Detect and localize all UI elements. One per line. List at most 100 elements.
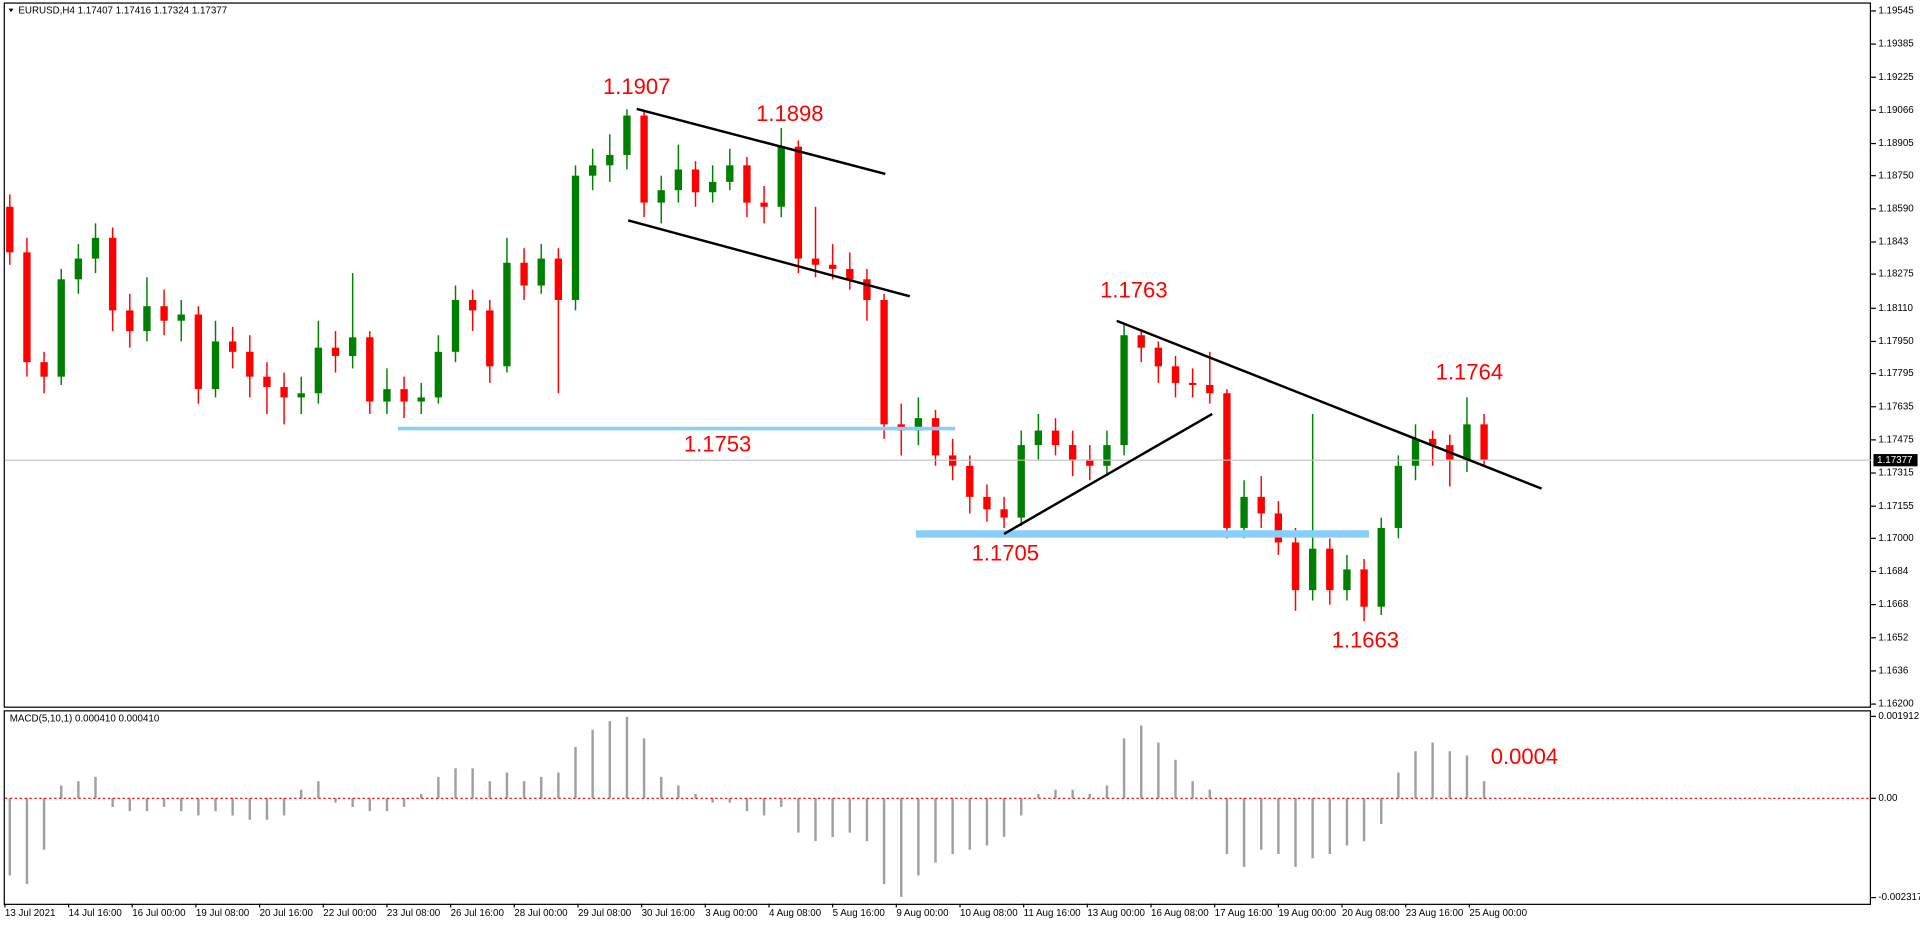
candle-body — [194, 314, 203, 390]
macd-bar — [1414, 751, 1417, 799]
macd-bar — [1071, 789, 1074, 799]
macd-bar — [1225, 798, 1229, 855]
candle-body — [40, 362, 48, 377]
candle-body — [1188, 382, 1197, 385]
candle-body — [1068, 445, 1077, 460]
macd-bar — [1037, 794, 1040, 799]
macd-bar — [385, 798, 389, 812]
menu-arrow[interactable] — [8, 8, 14, 13]
x-tick-label: 30 Jul 16:00 — [642, 908, 696, 919]
candle-body — [914, 418, 923, 431]
candle-body — [623, 115, 631, 155]
macd-bar — [282, 798, 286, 816]
x-tick-label: 16 Aug 08:00 — [1151, 908, 1209, 919]
macd-bar — [1242, 798, 1246, 867]
y-tick-label: 1.17000 — [1878, 533, 1914, 544]
x-tick-label: 19 Jul 08:00 — [196, 908, 250, 919]
candle-body — [366, 337, 374, 402]
candle-body — [880, 300, 888, 425]
candle-body — [691, 169, 700, 193]
macd-bar — [608, 721, 612, 799]
y-tick-label: 1.18905 — [1878, 138, 1914, 149]
candle-body — [417, 397, 425, 402]
macd-bar — [1465, 755, 1469, 799]
price-annotation: 0.0004 — [1491, 744, 1558, 769]
candle-body — [1360, 569, 1368, 607]
candle-body — [1257, 496, 1265, 514]
x-tick-label: 13 Jul 2021 — [5, 908, 56, 919]
macd-bar — [300, 789, 303, 799]
candle-body — [846, 268, 854, 280]
candle-body — [297, 393, 305, 398]
y-tick-label: 1.1636 — [1878, 666, 1908, 677]
macd-bar — [128, 798, 132, 812]
candle-body — [57, 279, 65, 377]
y-tick-label: 1.17635 — [1878, 401, 1914, 412]
macd-bar — [968, 798, 972, 850]
x-tick-label: 23 Jul 08:00 — [387, 908, 441, 919]
x-tick-label: 13 Aug 00:00 — [1087, 908, 1145, 919]
macd-bar — [780, 798, 783, 807]
macd-panel-frame — [3, 710, 1872, 905]
y-tick-label: 1.17950 — [1878, 336, 1914, 347]
candle-body — [1291, 542, 1300, 591]
macd-bar — [1397, 772, 1400, 799]
candle-body — [451, 300, 460, 352]
macd-bar — [540, 776, 543, 799]
candle-body — [246, 351, 254, 377]
symbol-header: EURUSD,H4 1.17407 1.17416 1.17324 1.1737… — [18, 6, 227, 17]
candle-body — [211, 341, 220, 390]
x-tick-label: 10 Aug 08:00 — [960, 908, 1018, 919]
x-tick-label: 20 Aug 08:00 — [1342, 908, 1400, 919]
candle-body — [828, 264, 837, 269]
candle-body — [434, 351, 443, 398]
macd-bar — [677, 785, 680, 799]
candle-body — [708, 181, 717, 193]
macd-bar — [334, 798, 337, 803]
candle-body — [1154, 347, 1163, 367]
candle-body — [503, 262, 511, 367]
y-tick-label: 1.17795 — [1878, 368, 1914, 379]
candle-body — [537, 258, 545, 286]
macd-bar — [900, 798, 903, 897]
macd-bar — [1191, 781, 1194, 799]
y-tick-label: 1.17475 — [1878, 434, 1914, 445]
macd-bar — [94, 776, 97, 799]
x-tick-label: 25 Aug 00:00 — [1469, 908, 1527, 919]
x-tick-label: 17 Aug 16:00 — [1215, 908, 1273, 919]
x-tick-label: 4 Aug 08:00 — [769, 908, 822, 919]
x-tick-label: 29 Jul 08:00 — [578, 908, 632, 919]
candle-body — [486, 310, 494, 367]
candle-body — [331, 347, 340, 356]
y-tick-label: 1.17155 — [1878, 501, 1914, 512]
x-tick-label: 11 Aug 16:00 — [1024, 908, 1081, 919]
candle-body — [6, 206, 14, 253]
candle-body — [23, 252, 31, 363]
x-tick-label: 3 Aug 00:00 — [705, 908, 758, 919]
macd-bar — [985, 798, 989, 846]
candle-body — [126, 310, 134, 332]
macd-bar — [111, 798, 114, 807]
candle-body — [383, 389, 391, 402]
candle-body — [1137, 335, 1145, 348]
candle-body — [177, 314, 185, 321]
macd-bar — [1157, 742, 1160, 799]
macd-header: MACD(5,10,1) 0.000410 0.000410 — [10, 713, 160, 724]
candle-body — [1308, 548, 1317, 591]
macd-bar — [934, 798, 937, 863]
macd-bar — [1002, 798, 1006, 837]
candle-body — [640, 115, 648, 203]
candle-body — [571, 175, 580, 301]
y-tick-label: 1.18750 — [1878, 170, 1914, 181]
candle-body — [228, 341, 237, 352]
macd-bar — [1174, 759, 1177, 799]
macd-bar — [1345, 798, 1349, 846]
y-tick-label: 1.17315 — [1878, 468, 1914, 479]
macd-bar — [557, 772, 560, 799]
macd-bar — [728, 798, 732, 803]
macd-bar — [762, 798, 766, 816]
macd-bar — [917, 798, 920, 876]
price-annotation: 1.1907 — [603, 74, 670, 99]
macd-bar — [231, 798, 234, 816]
